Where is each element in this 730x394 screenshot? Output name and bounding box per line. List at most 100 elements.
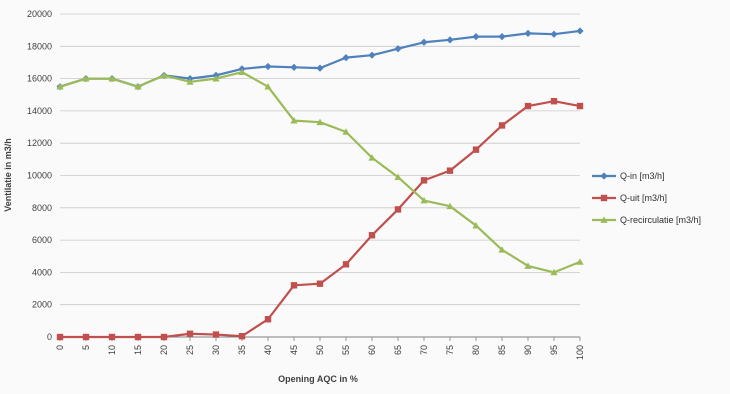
series-2-point-70 <box>420 177 428 184</box>
series-1-point-90 <box>524 29 532 37</box>
legend-item-2: Q-uit [m3/h] <box>592 193 667 203</box>
y-tick-labels: 0 2000 4000 6000 8000 10000 12000 14000 16000 180… <box>27 9 52 342</box>
legend-item-3: Q-recirculatie [m3/h] <box>592 215 701 225</box>
y-tick-label-12000: 12000 <box>27 138 52 148</box>
series-3-point-55 <box>342 128 350 135</box>
series-3-point-50 <box>316 118 324 126</box>
series-1-point-60 <box>368 51 376 59</box>
series-1 <box>56 27 584 91</box>
series-2-point-75 <box>446 167 454 174</box>
series-lines <box>56 27 584 341</box>
x-tick-label-5: 5 <box>81 345 91 350</box>
x-tick-label-70: 70 <box>419 345 429 355</box>
y-tick-label-18000: 18000 <box>27 41 52 51</box>
x-tick-label-75: 75 <box>445 345 455 355</box>
series-3-point-0 <box>56 83 64 90</box>
series-1-point-55 <box>342 54 350 62</box>
series-2-point-45 <box>290 282 298 289</box>
series-3-point-15 <box>134 83 142 90</box>
series-2-point-40 <box>264 316 272 323</box>
x-tick-label-65: 65 <box>393 345 403 355</box>
gridlines <box>60 13 580 338</box>
series-1-point-85 <box>498 33 506 41</box>
series-2-point-85 <box>498 122 506 129</box>
y-tick-label-8000: 8000 <box>32 203 52 213</box>
series-3-point-90 <box>524 262 532 269</box>
series-2-point-25 <box>186 330 194 337</box>
x-tick-label-85: 85 <box>497 345 507 355</box>
series-3 <box>56 68 584 276</box>
series-3-point-35 <box>238 68 246 76</box>
x-tick-label-45: 45 <box>289 345 299 355</box>
series-1-point-100 <box>576 27 584 35</box>
series-2-point-90 <box>524 102 532 110</box>
series-2-point-0 <box>56 333 64 341</box>
y-tick-label-16000: 16000 <box>27 74 52 84</box>
legend-label-2: Q-uit [m3/h] <box>620 193 667 203</box>
x-tick-label-60: 60 <box>367 345 377 355</box>
series-3-point-65 <box>394 173 402 180</box>
x-tick-label-15: 15 <box>133 345 143 355</box>
series-2-point-50 <box>316 280 324 287</box>
series-2-point-35 <box>238 332 246 340</box>
x-tick-label-10: 10 <box>107 345 117 355</box>
series-1-point-50 <box>316 64 324 72</box>
series-2-point-65 <box>394 206 402 213</box>
y-tick-label-0: 0 <box>47 332 52 342</box>
series-2-point-55 <box>342 261 350 268</box>
y-axis-title: Ventilatie in m3/h <box>3 138 13 212</box>
x-tick-label-80: 80 <box>471 345 481 355</box>
legend-marker-3 <box>600 216 608 223</box>
x-tick-label-20: 20 <box>159 345 169 355</box>
series-1-point-65 <box>394 45 402 53</box>
series-2-point-10 <box>108 333 116 341</box>
series-3-point-60 <box>368 154 376 161</box>
x-tick-label-25: 25 <box>185 345 195 355</box>
series-3-point-85 <box>498 246 506 253</box>
y-tick-label-10000: 10000 <box>27 171 52 181</box>
series-3-point-20 <box>160 71 168 79</box>
series-1-point-80 <box>472 33 480 41</box>
series-1-point-75 <box>446 36 454 44</box>
legend-label-1: Q-in [m3/h] <box>620 171 665 181</box>
x-tick-label-0: 0 <box>55 345 65 350</box>
legend-marker-1 <box>600 172 608 180</box>
x-axis-title: Opening AQC in % <box>278 374 358 384</box>
legend-marker-2 <box>600 194 608 202</box>
series-2-point-100 <box>576 102 584 110</box>
series-3-point-40 <box>264 83 272 90</box>
series-2-point-5 <box>82 333 90 341</box>
series-1-point-40 <box>264 62 272 71</box>
y-tick-label-4000: 4000 <box>32 267 52 277</box>
series-2 <box>56 98 584 341</box>
series-3-point-80 <box>472 221 480 229</box>
series-3-point-30 <box>212 75 220 82</box>
series-1-point-70 <box>420 38 428 46</box>
x-tick-label-40: 40 <box>263 345 273 355</box>
legend-label-3: Q-recirculatie [m3/h] <box>620 215 701 225</box>
series-3-point-5 <box>82 75 90 82</box>
series-1-point-45 <box>290 63 298 71</box>
series-3-point-75 <box>446 202 454 210</box>
x-tick-label-90: 90 <box>523 345 533 355</box>
series-3-point-95 <box>550 268 558 276</box>
series-2-point-15 <box>134 333 142 341</box>
series-3-point-25 <box>186 78 194 85</box>
x-tick-labels: 0 5 10 15 20 25 30 35 40 45 50 55 60 65 70 75 80 85 90 95 10… <box>55 345 585 360</box>
series-2-point-95 <box>550 98 558 105</box>
y-tick-label-14000: 14000 <box>27 106 52 116</box>
series-1-point-95 <box>550 30 558 38</box>
y-tick-label-6000: 6000 <box>32 235 52 245</box>
series-3-point-10 <box>108 75 116 82</box>
series-2-line <box>60 100 581 339</box>
x-tick-label-50: 50 <box>315 345 325 355</box>
legend: Q-in [m3/h] Q-uit [m3/h] Q-recirculatie [m… <box>592 171 701 225</box>
x-tick-label-35: 35 <box>237 345 247 355</box>
x-tick-label-55: 55 <box>341 345 351 355</box>
series-3-point-45 <box>290 116 298 124</box>
x-tick-label-100: 100 <box>575 345 585 360</box>
series-3-line <box>59 71 581 274</box>
y-tick-label-2000: 2000 <box>32 300 52 310</box>
